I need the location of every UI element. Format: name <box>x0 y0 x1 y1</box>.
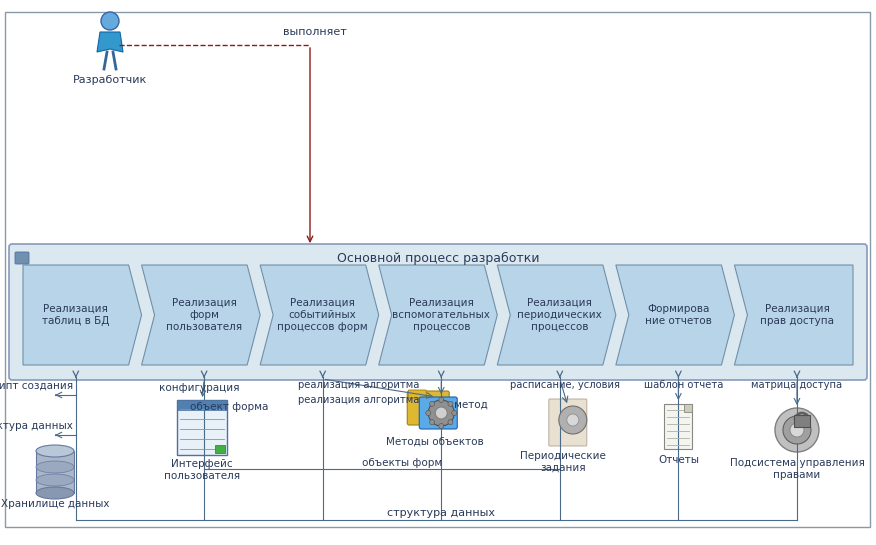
Circle shape <box>428 400 455 426</box>
Text: Реализация
таблиц в БД: Реализация таблиц в БД <box>42 304 110 326</box>
Circle shape <box>429 401 434 407</box>
Ellipse shape <box>36 487 74 499</box>
FancyBboxPatch shape <box>408 390 427 398</box>
Text: структура данных: структура данных <box>387 508 495 518</box>
Text: структура данных: структура данных <box>0 421 73 431</box>
Bar <box>794 415 810 427</box>
Text: реализация алгоритма: реализация алгоритма <box>298 380 419 390</box>
Text: матрица доступа: матрица доступа <box>752 380 843 390</box>
Polygon shape <box>616 265 734 365</box>
Ellipse shape <box>36 445 74 457</box>
FancyBboxPatch shape <box>15 252 29 264</box>
Text: скрипт создания: скрипт создания <box>0 381 73 391</box>
Bar <box>215 445 225 453</box>
Polygon shape <box>23 265 142 365</box>
Text: объекты форм: объекты форм <box>362 458 442 468</box>
Circle shape <box>790 423 804 437</box>
Text: Подсистема управления
правами: Подсистема управления правами <box>730 458 865 480</box>
Polygon shape <box>142 265 260 365</box>
Polygon shape <box>378 265 498 365</box>
Circle shape <box>783 416 811 444</box>
FancyBboxPatch shape <box>664 404 692 449</box>
Text: Реализация
вспомогательных
процессов: Реализация вспомогательных процессов <box>392 298 491 332</box>
Text: реализация алгоритма: реализация алгоритма <box>298 395 419 405</box>
FancyBboxPatch shape <box>9 244 867 380</box>
Polygon shape <box>260 265 378 365</box>
Text: Реализация
форм
пользователя: Реализация форм пользователя <box>166 298 242 332</box>
Text: конфигурация: конфигурация <box>159 383 239 393</box>
Circle shape <box>448 420 453 425</box>
Text: выполняет: выполняет <box>283 27 347 37</box>
Bar <box>177 400 227 410</box>
Circle shape <box>559 406 587 434</box>
Circle shape <box>426 410 431 415</box>
Text: метод: метод <box>455 400 488 410</box>
Ellipse shape <box>36 461 74 473</box>
Text: Основной процесс разработки: Основной процесс разработки <box>336 252 540 265</box>
Text: Реализация
событийных
процессов форм: Реализация событийных процессов форм <box>278 298 368 332</box>
Circle shape <box>452 410 456 415</box>
Text: Реализация
периодических
процессов: Реализация периодических процессов <box>518 298 602 332</box>
Text: Интерфейс
пользователя: Интерфейс пользователя <box>164 459 240 481</box>
Text: Отчеты: Отчеты <box>658 455 699 465</box>
Circle shape <box>439 423 444 428</box>
Text: объект форма: объект форма <box>190 402 268 412</box>
Bar <box>36 451 74 493</box>
Text: Периодические
задания: Периодические задания <box>519 451 606 473</box>
Text: Разработчик: Разработчик <box>73 75 147 85</box>
Polygon shape <box>498 265 616 365</box>
Text: Хранилище данных: Хранилище данных <box>1 499 110 509</box>
Circle shape <box>429 420 434 425</box>
Circle shape <box>448 401 453 407</box>
Polygon shape <box>734 265 853 365</box>
Text: Формирова
ние отчетов: Формирова ние отчетов <box>645 304 712 326</box>
Circle shape <box>439 397 444 403</box>
FancyBboxPatch shape <box>407 391 449 425</box>
Ellipse shape <box>36 474 74 486</box>
Text: Реализация
прав доступа: Реализация прав доступа <box>760 304 834 326</box>
Polygon shape <box>97 32 123 52</box>
Text: шаблон отчета: шаблон отчета <box>644 380 723 390</box>
Circle shape <box>435 407 448 419</box>
Polygon shape <box>684 404 692 412</box>
FancyBboxPatch shape <box>420 397 457 429</box>
Circle shape <box>567 414 579 426</box>
FancyBboxPatch shape <box>549 399 587 446</box>
FancyBboxPatch shape <box>177 400 227 455</box>
Text: расписание, условия: расписание, условия <box>510 380 620 390</box>
Text: Методы объектов: Методы объектов <box>386 437 484 447</box>
Circle shape <box>101 12 119 30</box>
Circle shape <box>775 408 819 452</box>
